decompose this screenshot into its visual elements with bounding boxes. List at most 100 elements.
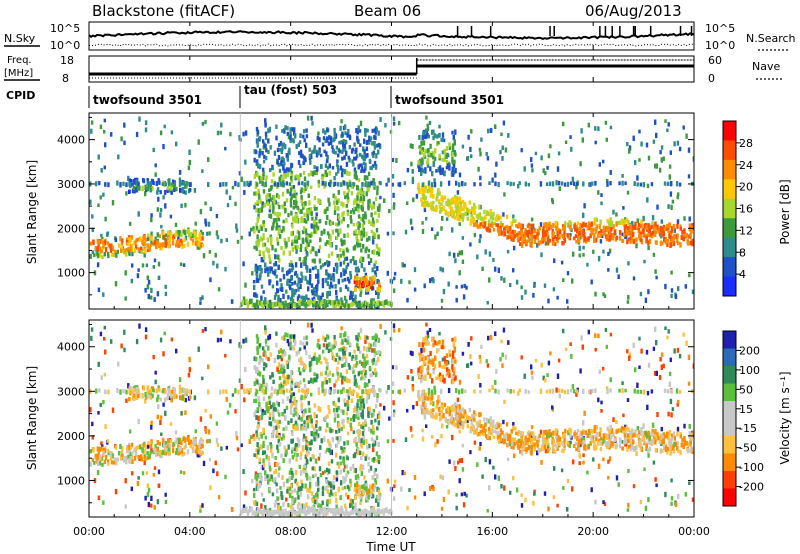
velocity-cell bbox=[302, 413, 305, 418]
velocity-cell bbox=[342, 424, 345, 429]
power-cell bbox=[562, 226, 565, 231]
velocity-cell bbox=[220, 446, 223, 451]
power-cell bbox=[368, 236, 371, 241]
power-cell bbox=[520, 148, 523, 153]
power-cell bbox=[303, 296, 307, 303]
power-cell bbox=[317, 304, 320, 309]
power-cell bbox=[321, 142, 325, 147]
power-cell bbox=[608, 221, 612, 226]
velocity-cell bbox=[302, 362, 306, 367]
velocity-cell bbox=[285, 360, 288, 366]
velocity-cell bbox=[354, 474, 358, 481]
power-cell bbox=[605, 228, 609, 233]
velocity-cell bbox=[255, 453, 258, 459]
power-cell bbox=[470, 154, 473, 159]
velocity-cell bbox=[313, 466, 316, 472]
velocity-cell bbox=[352, 417, 356, 422]
velocity-cell bbox=[159, 337, 163, 343]
power-cell bbox=[596, 233, 600, 239]
velocity-cell bbox=[100, 375, 103, 380]
velocity-cell bbox=[114, 489, 118, 495]
velocity-cell bbox=[146, 483, 149, 489]
velocity-cell bbox=[509, 490, 512, 495]
power-cell bbox=[292, 205, 295, 210]
power-cell bbox=[309, 268, 312, 273]
velocity-cell bbox=[346, 495, 350, 500]
power-cell bbox=[363, 149, 366, 154]
power-cell bbox=[346, 181, 349, 186]
power-cell bbox=[578, 231, 581, 236]
power-cell bbox=[430, 182, 434, 188]
power-cell bbox=[346, 232, 349, 238]
velocity-cell bbox=[615, 419, 618, 425]
velocity-cell bbox=[328, 447, 331, 453]
power-cell bbox=[566, 271, 570, 276]
power-cell bbox=[320, 299, 324, 305]
velocity-cell bbox=[240, 443, 243, 448]
power-cell bbox=[286, 126, 289, 131]
power-cell bbox=[308, 277, 312, 282]
velocity-cell bbox=[167, 447, 170, 452]
velocity-cell bbox=[501, 363, 504, 369]
power-cell bbox=[253, 157, 256, 163]
cpid-segment-1: twofsound 3501 bbox=[93, 93, 202, 107]
velocity-cell bbox=[433, 340, 436, 346]
power-cell bbox=[314, 302, 317, 307]
power-cell bbox=[366, 175, 369, 180]
velocity-cell bbox=[404, 437, 408, 442]
velocity-cell bbox=[343, 485, 347, 490]
power-cell bbox=[282, 250, 285, 256]
power-cell bbox=[157, 275, 161, 280]
power-cell bbox=[359, 242, 362, 248]
power-cell bbox=[435, 197, 438, 202]
power-cell bbox=[270, 179, 274, 184]
power-cell bbox=[625, 228, 628, 232]
power-colorbar-tick-label: 16 bbox=[739, 203, 753, 216]
power-cell bbox=[131, 263, 134, 268]
power-cell bbox=[486, 156, 490, 161]
power-cell bbox=[353, 206, 356, 211]
velocity-cell bbox=[425, 424, 428, 428]
power-cell bbox=[421, 194, 425, 199]
power-cell bbox=[471, 209, 474, 214]
power-cell bbox=[269, 302, 272, 307]
velocity-cell bbox=[551, 405, 554, 410]
velocity-cell bbox=[336, 473, 339, 478]
power-cell bbox=[643, 259, 646, 264]
power-cell bbox=[410, 161, 413, 167]
velocity-cell bbox=[339, 469, 342, 475]
velocity-cell bbox=[530, 370, 534, 375]
velocity-cell bbox=[336, 371, 340, 376]
velocity-cell bbox=[287, 342, 291, 347]
velocity-cell bbox=[262, 463, 266, 468]
power-cell bbox=[277, 227, 281, 232]
power-cell bbox=[491, 215, 495, 220]
power-cell bbox=[604, 120, 608, 125]
power-cell bbox=[376, 218, 379, 223]
velocity-cell bbox=[217, 495, 221, 500]
power-cell bbox=[454, 129, 457, 135]
velocity-cell bbox=[369, 465, 373, 471]
power-cell bbox=[315, 149, 318, 154]
power-cell bbox=[269, 268, 272, 274]
power-cell bbox=[638, 129, 641, 134]
velocity-cell bbox=[279, 495, 282, 500]
power-cell bbox=[433, 178, 436, 183]
power-cell bbox=[624, 217, 627, 222]
velocity-cell bbox=[670, 478, 673, 483]
power-cell bbox=[509, 226, 512, 232]
velocity-cell bbox=[230, 507, 234, 512]
power-cell bbox=[650, 224, 653, 230]
power-cell bbox=[457, 252, 460, 257]
velocity-cell bbox=[632, 484, 636, 489]
power-cell bbox=[631, 226, 634, 231]
power-cell bbox=[121, 248, 124, 253]
velocity-cell bbox=[379, 324, 382, 329]
velocity-cell bbox=[377, 337, 380, 343]
velocity-cell bbox=[333, 408, 336, 413]
power-cell bbox=[333, 127, 336, 133]
power-cell bbox=[163, 124, 166, 129]
power-cell bbox=[459, 203, 463, 208]
velocity-cell bbox=[335, 504, 338, 509]
velocity-cell bbox=[345, 411, 348, 416]
